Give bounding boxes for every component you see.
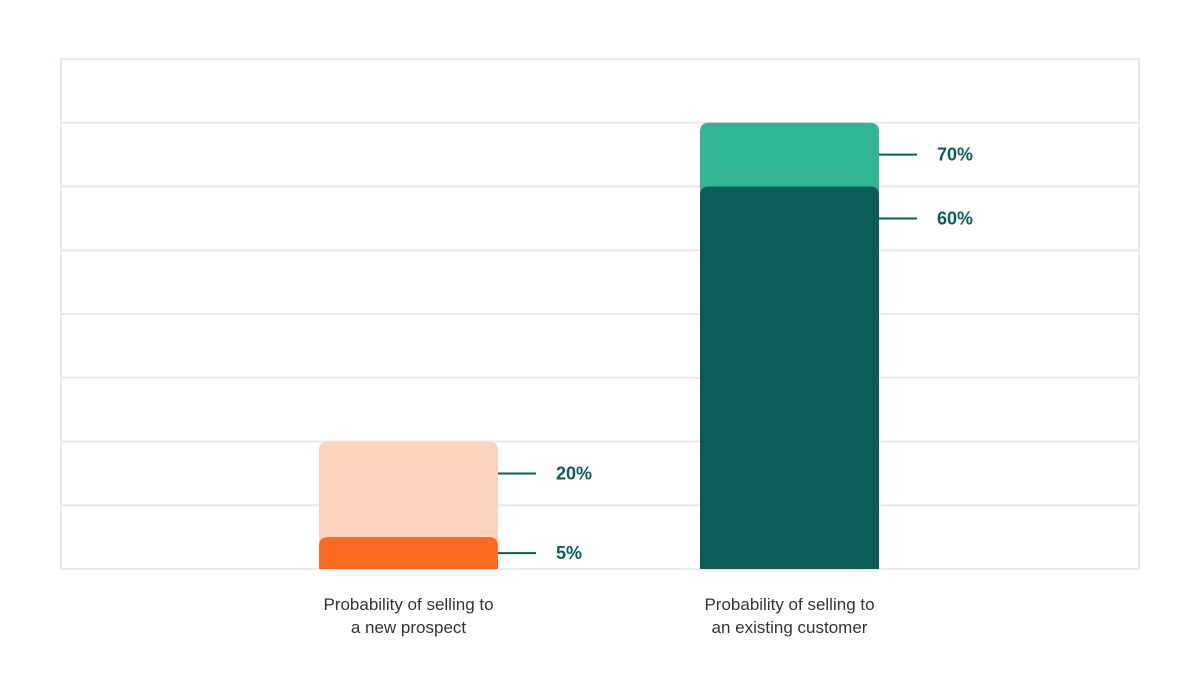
data-label: 70% bbox=[937, 145, 973, 165]
category-label: a new prospect bbox=[351, 618, 467, 637]
data-label: 20% bbox=[556, 464, 592, 484]
data-label: 60% bbox=[937, 209, 973, 229]
bar bbox=[319, 537, 498, 569]
category-label: an existing customer bbox=[712, 618, 868, 637]
bar bbox=[700, 186, 879, 569]
category-label: Probability of selling to bbox=[704, 595, 874, 614]
data-label: 5% bbox=[556, 543, 582, 563]
category-label: Probability of selling to bbox=[323, 595, 493, 614]
